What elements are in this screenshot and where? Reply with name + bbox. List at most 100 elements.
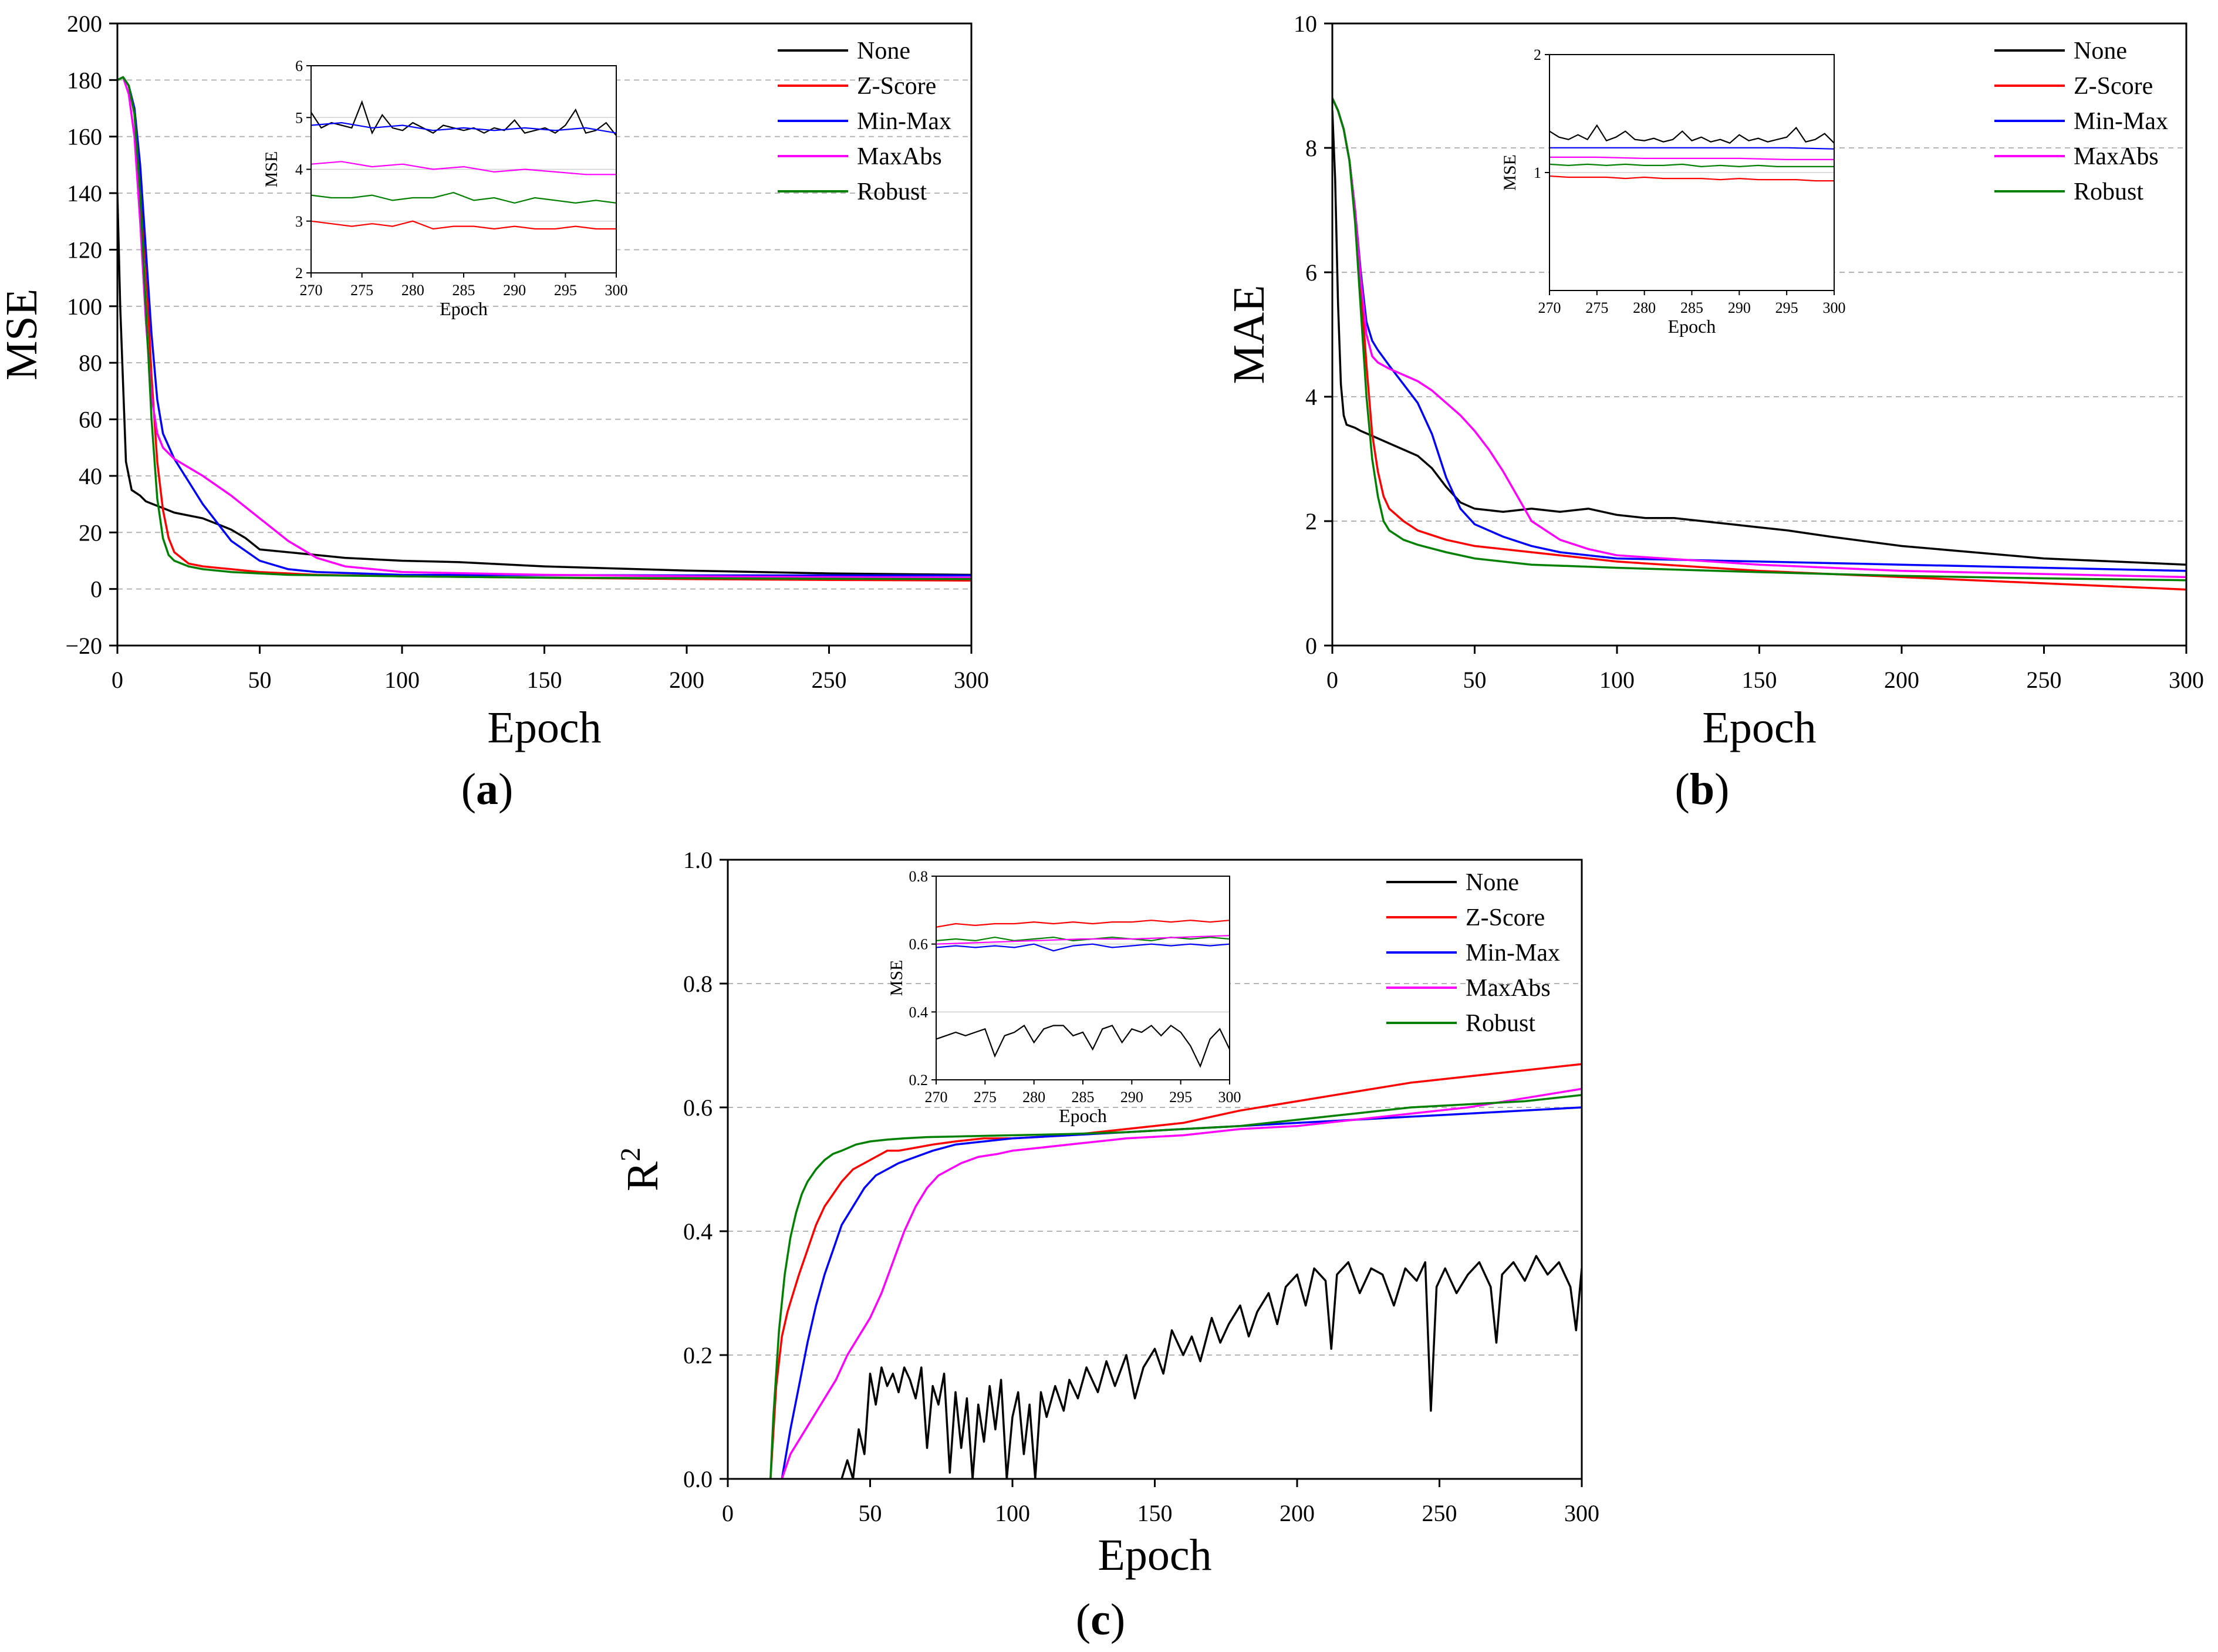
legend-label-z-score: Z-Score	[2074, 73, 2153, 100]
inset-x-tick-label: 295	[1775, 299, 1798, 316]
y-axis-label-text: R	[618, 1161, 667, 1191]
inset-series-line-none	[311, 100, 616, 136]
y-tick-label: 2	[1305, 508, 1317, 535]
inset-y-tick-label: 2	[1534, 46, 1541, 63]
y-axis-label-superscript: 2	[615, 1147, 646, 1161]
x-tick-label: 100	[1599, 667, 1635, 693]
inset-x-tick-label: 270	[300, 282, 323, 299]
inset-x-tick-label: 275	[1585, 299, 1608, 316]
x-tick-label: 0	[722, 1500, 734, 1526]
inset-series-line-maxabs	[311, 161, 616, 175]
series-line-none	[117, 193, 971, 576]
x-tick-label: 200	[669, 667, 704, 693]
inset-y-tick-label: 2	[295, 265, 303, 282]
inset-x-tick-label: 285	[1072, 1089, 1095, 1106]
inset-series-line-min-max	[311, 121, 616, 134]
panel-caption-paren: (	[1675, 765, 1690, 814]
y-axis-label: MAE	[1224, 285, 1274, 384]
inset-x-tick-label: 285	[453, 282, 475, 299]
inset-y-tick-label: 0.8	[909, 868, 929, 885]
x-tick-label: 50	[248, 667, 272, 693]
y-tick-label: −20	[65, 633, 102, 659]
inset-x-tick-label: 275	[350, 282, 373, 299]
series-line-none	[1332, 110, 2186, 566]
inset-background	[936, 876, 1230, 1080]
inset-x-tick-label: 290	[1728, 299, 1751, 316]
y-tick-label: 1.0	[683, 847, 713, 873]
inset-x-tick-label: 285	[1680, 299, 1703, 316]
x-tick-label: 0	[112, 667, 123, 693]
y-tick-label: 0.8	[683, 971, 713, 997]
x-tick-label: 200	[1884, 667, 1919, 693]
x-tick-label: 250	[2027, 667, 2062, 693]
y-tick-label: 0.6	[683, 1094, 713, 1121]
legend-label-none: None	[2074, 38, 2127, 65]
panel-caption-paren: )	[1110, 1595, 1125, 1644]
y-tick-label: 60	[79, 407, 102, 433]
inset-x-axis-label: Epoch	[1059, 1105, 1107, 1126]
legend-label-none: None	[857, 38, 910, 65]
inset-series-line-none	[936, 1024, 1230, 1068]
series-line-z-score	[769, 1063, 1582, 1479]
inset-x-tick-label: 290	[1120, 1089, 1143, 1106]
y-axis-label-text: MSE	[0, 289, 46, 380]
panel-c-r2-chart: 0 50 100 150 200 250 300 0.0 0.2 0.4 0.6 0.8 1.0 Epoc…	[615, 847, 1599, 1644]
legend-label-robust: Robust	[2074, 178, 2143, 205]
inset-series-line-maxabs	[1549, 156, 1834, 160]
x-tick-label: 0	[1326, 667, 1338, 693]
inset-x-tick-label: 295	[554, 282, 577, 299]
legend-label-maxabs: MaxAbs	[2074, 143, 2159, 170]
inset-chart: 270 275 280 285 290 295 300 0.2 0.4 0.6 0.8 Epoch MS…	[887, 868, 1241, 1126]
x-axis-label: Epoch	[487, 703, 601, 752]
y-tick-label: 6	[1305, 259, 1317, 286]
inset-y-axis-label: MSE	[262, 151, 281, 188]
series-line-maxabs	[117, 76, 971, 579]
inset-series-line-z-score	[936, 920, 1230, 928]
inset-series-line-robust	[936, 936, 1230, 942]
inset-series-line-none	[1549, 124, 1834, 144]
legend-label-min-max: Min-Max	[1466, 940, 1560, 967]
series-line-robust	[1332, 97, 2186, 582]
series-line-robust	[769, 1094, 1582, 1479]
inset-series-line-min-max	[1549, 147, 1834, 150]
y-tick-label: 100	[67, 293, 102, 320]
y-tick-label: 8	[1305, 135, 1317, 161]
series-line-maxabs	[781, 1087, 1582, 1479]
x-tick-label: 100	[995, 1500, 1030, 1526]
x-tick-label: 150	[527, 667, 562, 693]
legend-label-robust: Robust	[1466, 1010, 1535, 1037]
inset-chart: 270 275 280 285 290 295 300 1 2 Epoch MSE	[1500, 46, 1846, 337]
panel-caption-letter: a	[476, 765, 498, 814]
series-group	[117, 76, 971, 582]
legend-label-robust: Robust	[857, 178, 927, 205]
panel-caption-paren: )	[1714, 765, 1729, 814]
y-tick-label: 0.4	[683, 1218, 713, 1245]
x-tick-label: 50	[1463, 667, 1487, 693]
inset-x-tick-label: 295	[1169, 1089, 1192, 1106]
inset-series-group	[311, 100, 616, 230]
legend-label-min-max: Min-Max	[2074, 108, 2168, 135]
legend-label-z-score: Z-Score	[857, 73, 936, 100]
x-tick-label: 150	[1742, 667, 1777, 693]
panel-caption-paren: (	[1076, 1595, 1091, 1644]
x-tick-label: 200	[1280, 1500, 1315, 1526]
inset-series-line-min-max	[936, 943, 1230, 952]
y-tick-label: 0.2	[683, 1342, 713, 1369]
inset-x-tick-label: 270	[925, 1089, 948, 1106]
inset-y-tick-label: 0.6	[909, 936, 929, 953]
x-tick-label: 300	[2169, 667, 2204, 693]
inset-series-group	[1549, 124, 1834, 182]
inset-y-tick-label: 3	[295, 213, 303, 230]
y-axis-label: MSE	[0, 289, 46, 380]
inset-y-axis-label: MSE	[887, 960, 906, 996]
legend-label-z-score: Z-Score	[1466, 904, 1545, 931]
inset-series-line-robust	[1549, 163, 1834, 168]
inset-y-tick-label: 6	[295, 58, 303, 75]
inset-chart: 270 275 280 285 290 295 300 2 3 4 5 6 Epoch MSE	[262, 58, 628, 319]
inset-x-tick-label: 270	[1538, 299, 1561, 316]
series-group	[1332, 97, 2186, 591]
panel-caption: (c)	[1076, 1595, 1125, 1644]
panel-caption: (a)	[461, 765, 514, 814]
legend-label-min-max: Min-Max	[857, 108, 951, 135]
y-tick-label: 0	[1305, 633, 1317, 659]
